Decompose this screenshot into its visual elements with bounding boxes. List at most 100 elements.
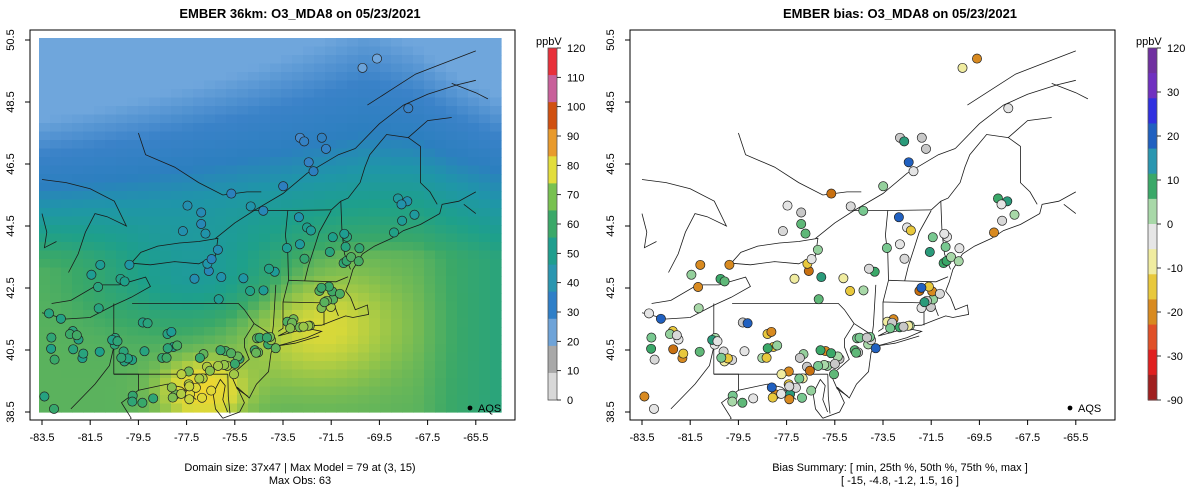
bias-coastline [1051, 83, 1089, 100]
bias-station-marker [826, 188, 837, 199]
bias-station-marker [668, 344, 679, 355]
model-station-marker [334, 288, 345, 299]
model-colorbar-band [548, 210, 557, 239]
bias-border [713, 373, 797, 400]
bias-colorbar-band [1148, 374, 1157, 401]
bias-x-tick-label: -75.5 [822, 432, 847, 444]
bias-station-marker [953, 256, 964, 267]
bias-y-tick-label: 44.5 [605, 215, 617, 236]
model-legend-label: AQS [478, 403, 501, 415]
bias-station-marker [893, 212, 904, 223]
model-x-tick-label: -67.5 [415, 432, 440, 444]
model-ozone-field [39, 38, 502, 413]
bias-station-marker [796, 207, 807, 218]
model-station-marker [229, 358, 240, 369]
model-station-marker [298, 321, 309, 332]
bias-x-tick-label: -67.5 [1015, 432, 1040, 444]
bias-border [732, 303, 855, 324]
bias-coastline [815, 148, 956, 239]
model-station-marker [319, 297, 330, 308]
model-colorbar-tick-label: 80 [567, 160, 579, 172]
model-x-tick-label: -75.5 [222, 432, 247, 444]
bias-station-marker [885, 323, 896, 334]
model-station-marker [139, 346, 150, 357]
model-station-marker [78, 348, 89, 359]
bias-x-tick-label: -83.5 [629, 432, 654, 444]
model-station-marker [196, 207, 207, 218]
bias-x-tick-label: -81.5 [678, 432, 703, 444]
model-coastline [130, 237, 219, 266]
bias-station-marker [649, 403, 659, 414]
bias-station-marker [739, 346, 750, 357]
bias-station-marker [784, 394, 795, 405]
model-station-marker [339, 228, 350, 239]
bias-station-marker [862, 332, 872, 343]
model-colorbar-tick-label: 120 [567, 43, 585, 55]
model-station-marker [346, 252, 357, 263]
bias-coastline [955, 79, 1076, 149]
bias-station-marker [727, 396, 738, 407]
bias-station-marker [927, 232, 938, 243]
model-x-tick-label: -65.5 [463, 432, 488, 444]
model-station-marker [238, 273, 249, 284]
bias-y-tick-label: 38.5 [605, 401, 617, 422]
model-border [288, 276, 349, 283]
model-station-marker [189, 273, 200, 284]
model-station-marker [216, 272, 227, 283]
bias-station-marker [761, 352, 772, 363]
model-border [70, 346, 115, 410]
model-station-marker [353, 256, 364, 267]
bias-station-marker [916, 282, 927, 293]
model-colorbar-band [548, 318, 557, 347]
bias-station-marker [1009, 209, 1020, 220]
model-colorbar-tick-label: 90 [567, 131, 579, 143]
bias-station-marker [812, 244, 823, 255]
bias-station-marker [864, 263, 874, 274]
bias-station-marker [678, 348, 689, 359]
bias-y-tick-label: 46.5 [605, 153, 617, 174]
model-station-marker [340, 241, 351, 252]
model-colorbar-tick-label: 30 [567, 307, 579, 319]
model-colorbar-band [548, 102, 557, 130]
model-coastline [41, 276, 151, 320]
bias-station-marker [845, 201, 856, 212]
bias-station-marker [972, 53, 982, 64]
model-station-marker [176, 388, 187, 399]
bias-border [670, 346, 715, 410]
model-colorbar-band [548, 291, 557, 320]
model-colorbar-tick-label: 0 [567, 395, 573, 407]
bias-x-axis: -83.5 -81.5 -79.5 -77.5 -75.5 -73.5 -71.5 -69.5… [629, 420, 1088, 444]
model-coastline [212, 378, 228, 419]
model-station-marker [176, 369, 187, 380]
model-station-marker [293, 212, 304, 223]
model-colorbar-band [548, 345, 557, 374]
model-station-marker [161, 352, 172, 363]
model-station-marker [281, 243, 292, 253]
bias-station-marker [870, 343, 881, 354]
model-station-marker [49, 403, 59, 414]
bias-station-marker [794, 352, 805, 363]
model-station-marker [127, 396, 138, 407]
bias-station-marker [806, 254, 817, 265]
bias-station-marker [767, 392, 778, 403]
bias-colorbar-band [1148, 123, 1157, 150]
model-station-marker [308, 166, 319, 177]
bias-caption-summary: Bias Summary: [ min, 25th %, 50th %, 75t… [772, 462, 1028, 474]
model-station-marker [316, 132, 327, 143]
model-y-tick-label: 48.5 [5, 91, 17, 112]
bias-colorbar: 120 30 20 10 0 -10 -20 -30 -90 [1147, 43, 1185, 407]
model-station-marker [142, 318, 153, 329]
bias-station-marker [1003, 103, 1014, 114]
model-y-tick-label: 50.5 [5, 29, 17, 50]
bias-y-tick-label: 50.5 [605, 29, 617, 50]
bias-station-marker [719, 276, 730, 287]
model-colorbar-tick-label: 70 [567, 190, 579, 202]
bias-y-tick-label: 42.5 [605, 277, 617, 298]
model-y-tick-label: 42.5 [5, 277, 17, 298]
bias-x-tick-label: -77.5 [774, 432, 799, 444]
model-station-marker [264, 263, 274, 274]
model-colorbar-band [548, 129, 557, 157]
model-station-marker [372, 53, 382, 64]
model-station-marker [229, 369, 239, 380]
model-x-tick-label: -77.5 [174, 432, 199, 444]
